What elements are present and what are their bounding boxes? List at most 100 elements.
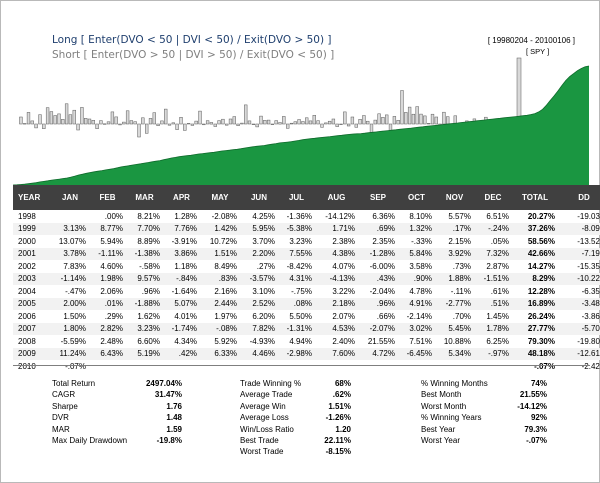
table-cell [315,360,358,373]
table-cell: 4.78% [409,286,432,296]
monthly-bar [247,120,252,125]
table-cell: -3.48% [558,297,600,310]
stat-label: % Winning Years [421,413,482,423]
stat-value: 31.47% [154,390,182,400]
monthly-bar [148,118,153,125]
table-row: 2005 2.00% .01% -1.88% 5.07% 2.44% 2.52% .08% 2.… [13,297,600,310]
stat-row: Best Month 21.55% [421,389,547,400]
table-cell: -5.59% [60,336,86,346]
table-cell: .51% [474,297,512,310]
monthly-bar [217,120,221,125]
stat-row: MAR 1.59 [52,424,182,435]
table-cell: 3.92% [435,247,474,260]
table-row: 2006 1.50% .29% 1.62% 4.01% 1.97% 6.20% 5.50% 2.… [13,310,600,323]
monthly-bar [26,112,31,125]
monthly-bar [164,108,168,125]
monthly-bar [179,117,183,125]
table-cell: 5.95% [240,222,278,235]
table-cell: 2.82% [89,322,126,335]
table-cell: 1.45% [486,311,509,321]
table-cell: .69% [358,222,398,235]
stat-value: -8.15% [325,447,351,457]
monthly-bar [186,123,191,125]
table-cell: 2.20% [240,247,278,260]
table-row: 2003 -1.14% 1.98% 9.57% -.84% .83% -3.57% 4.31%… [13,272,600,285]
table-cell: 3.23% [126,322,163,335]
table-cell: 5.19% [126,347,163,360]
table-cell: -3.57% [240,272,278,285]
stat-label: Trade Winning % [240,379,302,388]
column-header: JUL [278,185,315,210]
monthly-bar [411,113,416,125]
monthly-bar [404,112,408,125]
table-cell: -.08% [200,322,240,335]
monthly-bar [354,123,358,128]
monthly-bar [167,123,172,126]
table-row: 2001 3.78% -1.11% -1.38% 3.86% 1.51% 2.20% 7.55… [13,247,600,260]
column-header: OCT [398,185,435,210]
monthly-bar [415,106,419,125]
table-cell: 2009 [13,347,51,360]
monthly-bar [377,113,381,125]
table-cell: 10.88% [443,336,471,346]
stat-label: Best Month [421,390,462,400]
stat-label: Average Win [240,401,286,411]
table-cell: -.11% [450,286,471,296]
monthly-bar [266,119,271,125]
table-cell [278,360,315,373]
monthly-bar [213,123,217,127]
stat-value: -19.8% [156,435,182,445]
table-row: 2000 13.07% 5.94% 8.89% -3.91% 10.72% 3.70% 3.2… [13,235,600,248]
table-cell: -1.31% [278,322,315,335]
table-cell: 1.42% [200,222,240,235]
column-header: DD [558,185,600,210]
table-cell: .66% [376,311,395,321]
table-cell [474,360,512,373]
monthly-bar [76,123,80,131]
monthly-bar [244,104,248,125]
stat-row: Average Loss -1.26% [240,412,351,423]
monthly-bar [190,123,195,126]
table-cell: -1.88% [126,297,163,310]
table-cell: 4.25% [252,211,275,221]
monthly-bar [23,123,27,125]
table-cell: 5.45% [435,322,474,335]
monthly-bar [240,122,244,125]
table-cell: 5.92% [214,336,237,346]
table-cell: -2.98% [278,347,315,360]
monthly-bar [369,123,374,133]
monthly-bar [152,112,156,125]
monthly-bar [286,123,290,129]
monthly-bar [289,122,294,125]
table-cell: 2001 [13,247,51,260]
table-cell: 7.82% [240,322,278,335]
monthly-bar [327,120,332,125]
column-header: NOV [435,185,474,210]
stat-value: -14.12% [517,401,547,411]
table-cell: 4.94% [289,336,312,346]
monthly-bar [91,120,95,125]
table-cell: 7.83% [63,261,86,271]
stat-label: DVR [52,413,69,423]
monthly-bar [183,123,187,131]
monthly-bar [236,123,240,126]
column-header: AUG [315,185,358,210]
monthly-bar [45,107,50,125]
monthly-bar [400,90,404,125]
monthly-bar [335,123,339,127]
monthly-bar [125,110,130,125]
table-row: 2002 7.83% 4.60% -.58% 1.18% 8.49% .27% -8.42% 4… [13,260,600,273]
monthly-bar [34,123,38,129]
stat-value: 74% [530,379,547,388]
stat-row: Average Win 1.51% [240,401,351,412]
stat-value: .62% [332,390,351,400]
table-cell: 4.01% [174,311,197,321]
table-cell [126,360,163,373]
table-cell: 8.10% [409,211,432,221]
monthly-returns-table: YEAR JAN FEB MAR APR MAY JUN JUL AUG SEP OCT NOV DEC… [13,185,600,373]
table-cell: 2004 [18,286,36,296]
monthly-bar [57,113,61,125]
table-cell: 16.89% [512,297,558,310]
table-cell: 5.34% [435,347,474,360]
monthly-bar [72,109,76,125]
